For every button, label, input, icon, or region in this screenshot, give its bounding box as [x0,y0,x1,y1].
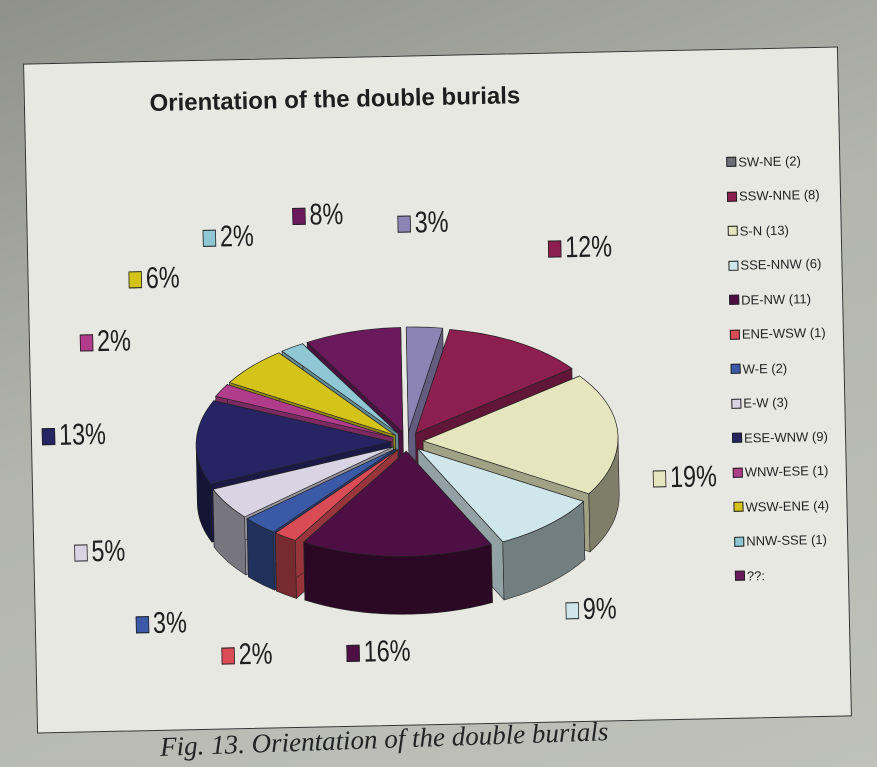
legend-label: ENE-WSW (1) [741,325,826,342]
slice-label: 3% [135,606,187,641]
legend-label: ??: [746,567,766,584]
slice-label-text: 2% [238,637,273,672]
legend-item: ESE-WNW (9) [731,418,853,455]
legend-swatch [728,260,739,271]
slice-label: 2% [202,220,254,255]
legend-label: NNW-SSE (1) [746,532,828,549]
legend-label: DE-NW (11) [741,290,812,308]
slice-label: 2% [221,638,273,673]
legend-swatch [727,225,738,237]
slice-label-text: 8% [309,197,344,232]
slice-label-text: 13% [58,417,107,452]
legend-item: E-W (3) [731,384,852,421]
slice-label: 19% [652,460,718,495]
pie-slice-5 [302,450,493,615]
legend-item: WNW-ESE (1) [732,453,853,490]
slice-label-swatch [202,229,217,247]
legend-label: WSW-ENE (4) [745,497,830,515]
legend-label: S-N (13) [739,222,790,239]
slice-label: 8% [292,198,344,233]
legend-swatch [729,294,740,306]
slice-label: 16% [346,635,411,670]
legend-swatch [733,501,744,513]
legend-item: ENE-WSW (1) [729,315,851,352]
chart-frame: Orientation of the double burials 3% 12% 1… [23,46,855,734]
slice-label-text: 5% [91,534,126,569]
legend-item: S-N (13) [727,211,848,248]
legend-label: ESE-WNW (9) [743,428,828,446]
legend-item: W-E (2) [730,349,851,386]
slice-label-text: 6% [145,261,180,296]
slice-label-swatch [547,239,562,258]
slice-label-swatch [565,601,580,619]
slice-label-swatch [346,644,360,662]
slice-label-text: 16% [363,634,411,669]
slice-label-text: 2% [219,219,255,254]
slice-label: 5% [74,535,126,570]
slice-label-text: 9% [582,592,617,627]
legend-swatch [729,329,741,340]
slice-label-swatch [41,427,56,445]
legend-swatch [726,156,737,168]
slice-label: 6% [128,261,180,296]
legend-label: W-E (2) [742,360,788,377]
legend-swatch [726,191,738,202]
legend-swatch [731,432,743,444]
legend-label: SSW-NNE (8) [738,187,820,204]
slice-label-text: 19% [669,460,718,495]
legend-label: SSE-NNW (6) [740,256,822,273]
slice-label-swatch [128,270,143,288]
chart-legend: SW-NE (2) SSW-NNE (8) S-N (13) SSE-NNW (6) D… [726,142,855,593]
legend-item: SSW-NNE (8) [726,177,848,214]
slice-label: 9% [565,592,617,627]
slice-label-swatch [397,215,411,233]
slice-label: 3% [397,206,449,241]
slice-label-swatch [74,543,88,562]
slice-label-text: 3% [152,606,188,641]
legend-item: SW-NE (2) [726,142,847,179]
slice-label-swatch [652,469,667,488]
legend-label: WNW-ESE (1) [744,463,829,480]
slice-label-swatch [79,333,94,351]
slice-label-text: 12% [564,230,613,265]
slice-label-swatch [135,615,150,633]
legend-swatch [730,363,741,375]
pie-chart [195,326,620,615]
legend-label: E-W (3) [743,394,789,411]
legend-item: DE-NW (11) [729,280,850,317]
legend-label: SW-NE (2) [738,153,802,170]
slice-label: 12% [547,230,613,265]
legend-swatch [734,570,746,582]
legend-swatch [734,536,745,547]
slice-label: 2% [79,324,132,359]
legend-swatch [731,398,742,409]
legend-swatch [732,467,743,478]
legend-item: ??: [734,556,856,593]
slice-label-swatch [221,646,235,665]
slice-label-text: 3% [414,205,449,240]
slice-label-text: 2% [96,324,132,359]
legend-item: SSE-NNW (6) [728,246,849,283]
slice-label-swatch [292,207,306,225]
legend-item: NNW-SSE (1) [734,522,855,559]
legend-item: WSW-ENE (4) [733,487,854,524]
slice-label: 13% [41,417,107,453]
